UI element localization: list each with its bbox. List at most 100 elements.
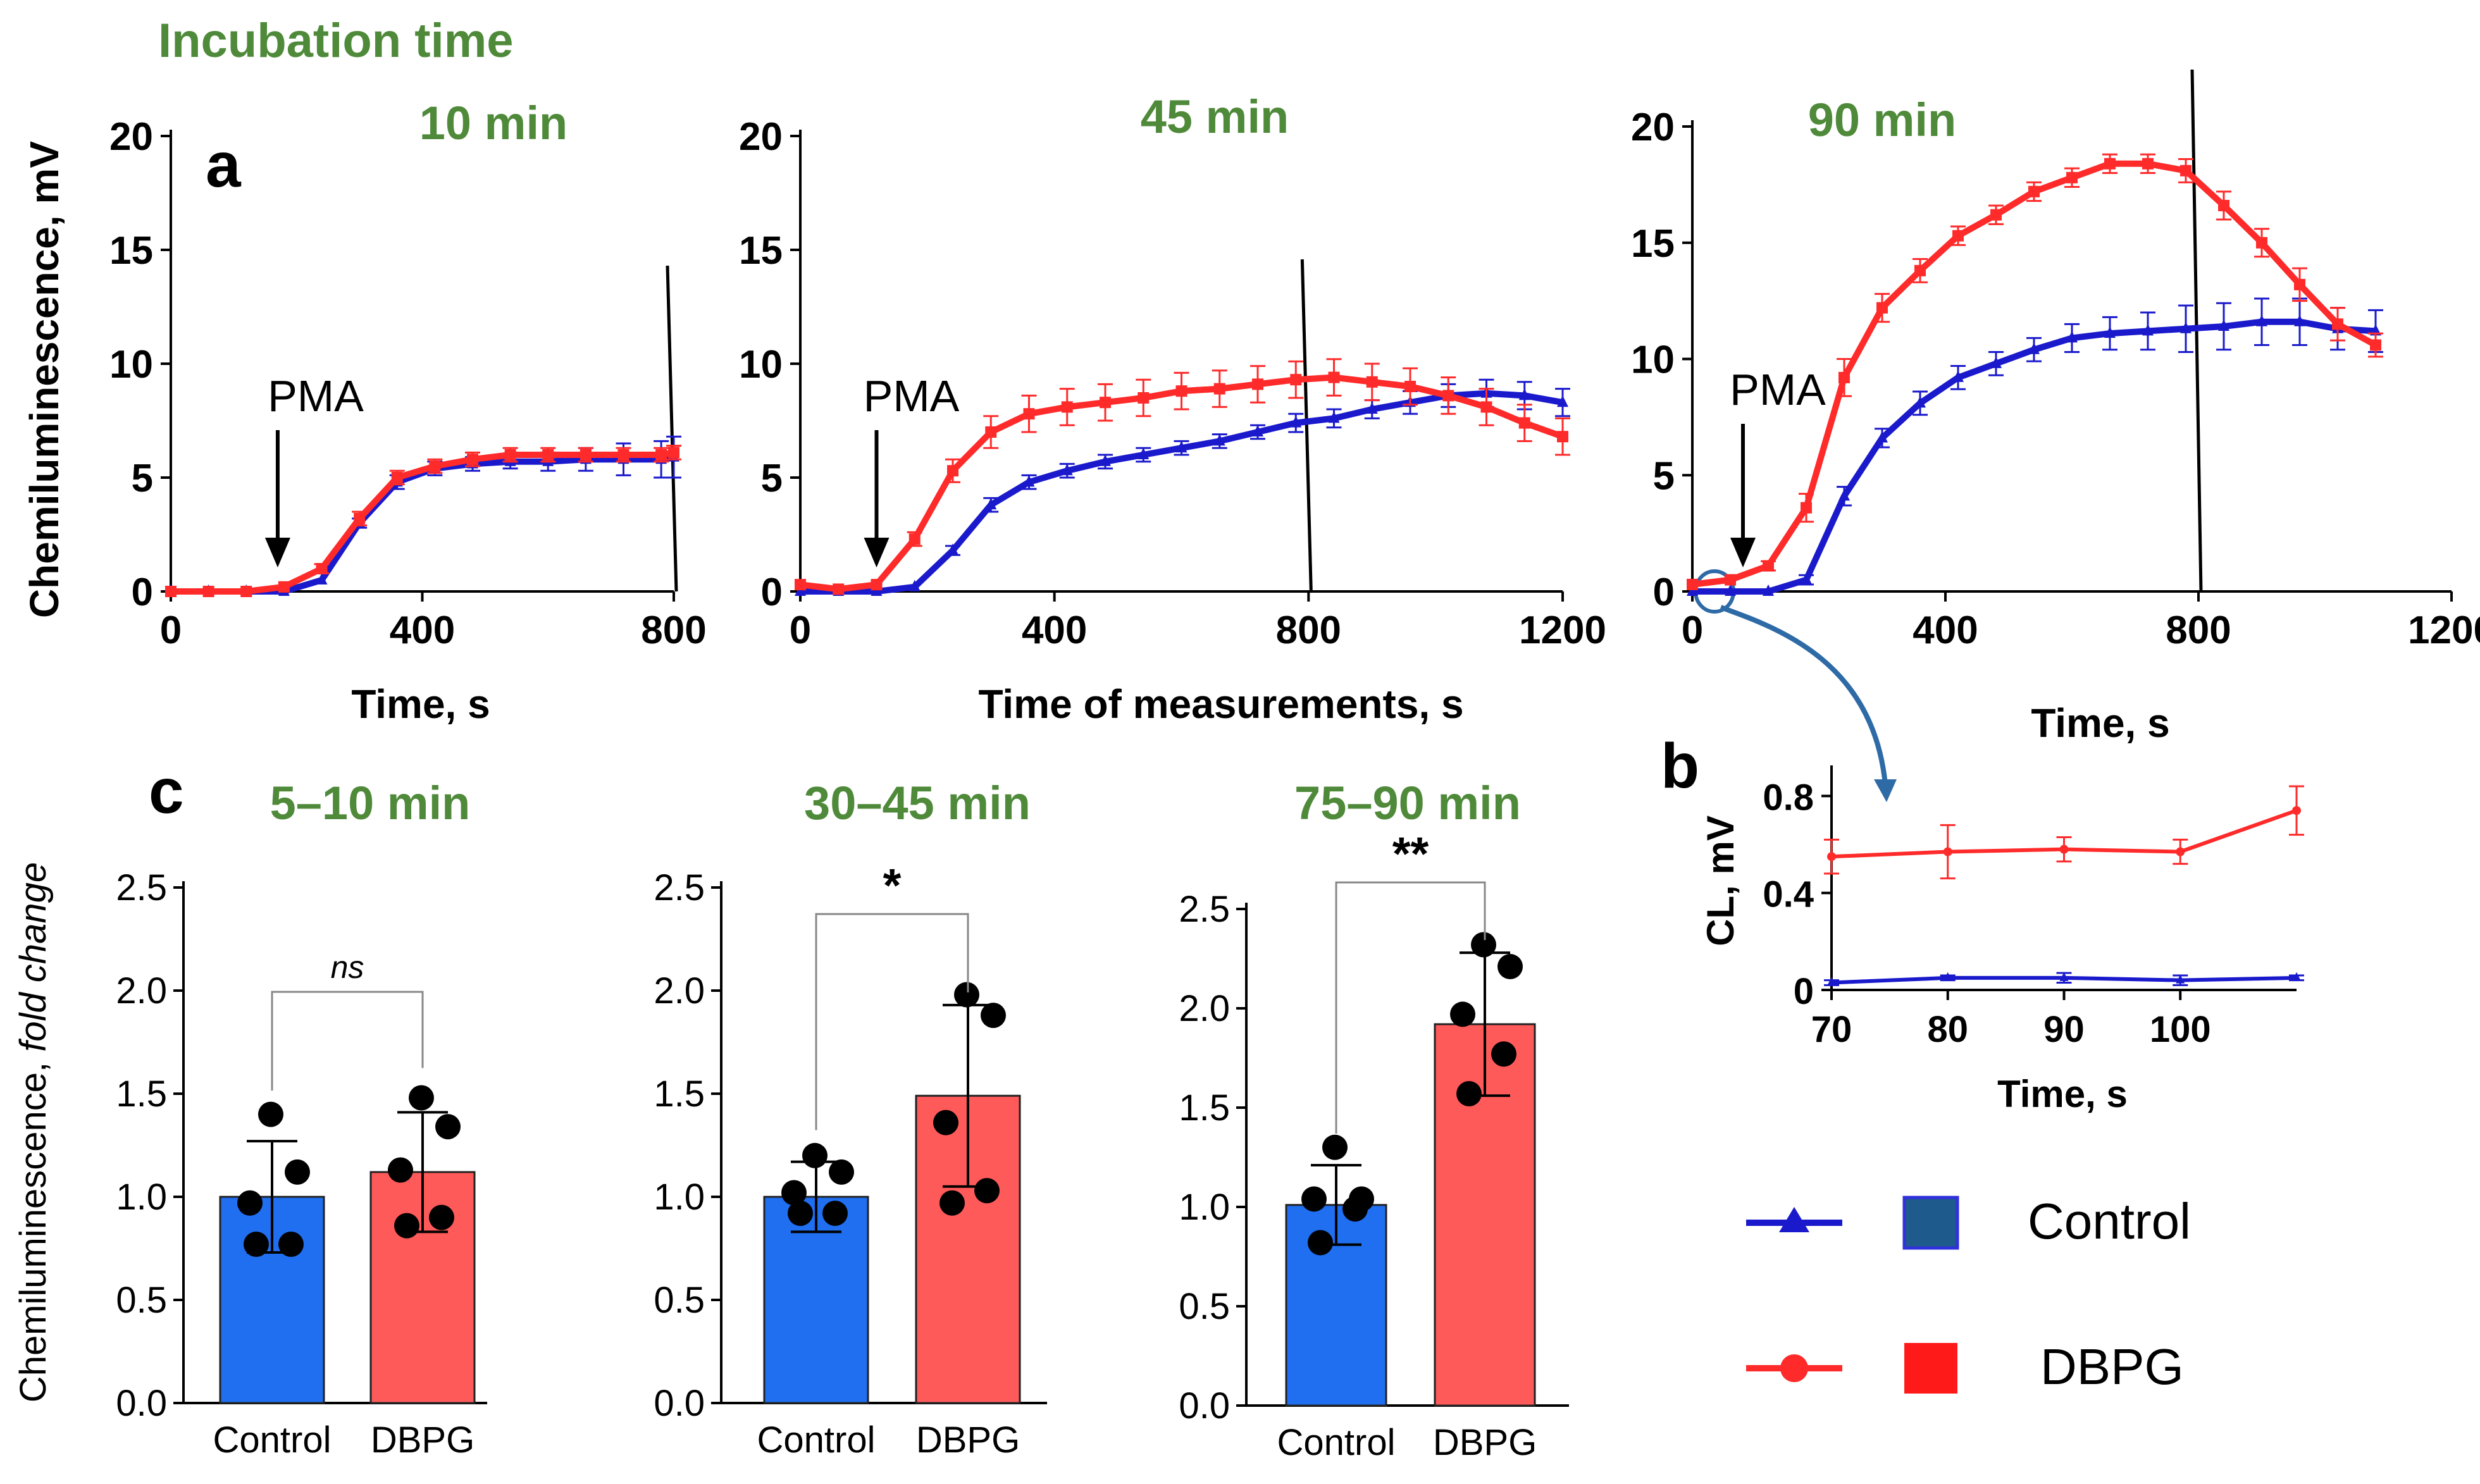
series-control (795, 378, 1570, 596)
data-point (1914, 396, 1926, 408)
data-point (1914, 264, 1926, 276)
data-point (2142, 324, 2154, 336)
chart-title: 30–45 min (804, 777, 1031, 829)
data-point (2176, 847, 2185, 856)
series-control (165, 435, 681, 596)
significance-bracket (271, 991, 424, 1091)
data-point (542, 449, 554, 461)
x-tick-label: DBPG (916, 1419, 1020, 1461)
data-point (1725, 574, 1736, 586)
y-tick-label: 1.0 (654, 1177, 705, 1218)
x-tick-label: 400 (390, 609, 455, 652)
data-point (1252, 378, 1263, 390)
data-point (435, 1114, 461, 1140)
marker-vline (1300, 259, 1313, 592)
data-point (1518, 388, 1530, 400)
y-tick-label: 15 (739, 229, 783, 273)
y-tick-label: 10 (1631, 338, 1675, 382)
data-point (2218, 319, 2229, 331)
data-point (2066, 171, 2078, 183)
data-point (954, 982, 979, 1008)
data-point (285, 1159, 310, 1185)
pma-arrow-head (1730, 538, 1756, 567)
data-point (947, 465, 958, 477)
data-point (2218, 199, 2229, 211)
data-point (1328, 411, 1340, 423)
pma-arrow-head (864, 538, 890, 567)
legend-control-marker (1779, 1207, 1809, 1232)
data-point (2142, 158, 2154, 170)
data-point (1838, 489, 1850, 501)
legend-item-dbpg: DBPG (1746, 1339, 2184, 1395)
data-point (1801, 502, 1812, 514)
significance-label: * (883, 859, 902, 912)
data-point (244, 1231, 269, 1257)
x-tick-label: Control (213, 1419, 332, 1461)
data-point (1456, 1081, 1482, 1107)
data-point (1763, 560, 1774, 572)
data-point (388, 1157, 413, 1183)
data-point (788, 1201, 813, 1227)
x-tick-label: 400 (1913, 609, 1978, 652)
y-axis-label: CL, mV (1699, 815, 1742, 946)
x-tick-label: 400 (1022, 609, 1087, 652)
data-point (802, 1142, 828, 1168)
data-point (933, 1110, 958, 1135)
chart-a-10min: 0 5 10 15 20 0 400 800 10 min Time, s PMA (109, 97, 707, 727)
y-tick-label: 20 (109, 115, 153, 159)
data-point (1366, 376, 1378, 388)
x-axis-label: Time, s (2031, 700, 2169, 746)
series-dbpg (165, 445, 681, 597)
data-point (1138, 392, 1150, 404)
y-tick-label: 0.0 (1179, 1385, 1230, 1426)
panel-c-label: c (149, 756, 184, 827)
y-tick-label: 15 (1631, 222, 1675, 266)
data-point (1990, 209, 2002, 221)
legend-control-label: Control (2028, 1193, 2191, 1249)
data-point (1301, 1186, 1327, 1212)
x-axis-label: Time, s (351, 681, 490, 727)
y-tick-label: 0 (1794, 971, 1814, 1012)
y-tick-label: 0.0 (654, 1383, 705, 1424)
data-point (429, 1204, 454, 1230)
data-point (1557, 395, 1568, 407)
data-point (1838, 371, 1850, 383)
pma-label: PMA (1730, 365, 1826, 414)
data-point (939, 1190, 965, 1216)
significance-label: ns (331, 949, 364, 985)
legend-dbpg-label: DBPG (2040, 1339, 2184, 1395)
y-tick-label: 0.5 (654, 1280, 705, 1321)
legend-control-swatch (1902, 1196, 1959, 1250)
series-dbpg (1687, 153, 2383, 590)
data-point (1442, 390, 1454, 402)
x-tick-label: 90 (2043, 1009, 2085, 1050)
data-point (354, 512, 366, 524)
data-point (2180, 164, 2192, 176)
x-tick-label: DBPG (371, 1419, 474, 1461)
data-point (2370, 339, 2381, 351)
data-point (1308, 1230, 1333, 1256)
data-point (1213, 434, 1225, 446)
data-point (2180, 321, 2192, 333)
data-point (1404, 381, 1416, 392)
panel-b-label: b (1661, 731, 1699, 801)
data-point (2294, 278, 2305, 290)
x-tick-label: 800 (2166, 609, 2231, 652)
legend: Control DBPG (1746, 1193, 2191, 1395)
y-tick-label: 10 (739, 343, 783, 386)
data-point (1100, 454, 1111, 466)
data-point (467, 454, 478, 466)
x-tick-label: 80 (1927, 1009, 1968, 1050)
y-tick-label: 0.5 (116, 1280, 167, 1321)
marker-vline (666, 265, 678, 592)
data-point (2104, 158, 2116, 170)
data-point (391, 472, 403, 483)
data-point (429, 461, 441, 472)
y-tick-label: 2.0 (1179, 988, 1230, 1029)
y-tick-label: 5 (1653, 454, 1675, 498)
data-point (258, 1101, 283, 1127)
y-tick-label: 1.0 (1179, 1187, 1230, 1228)
data-point (1952, 230, 1964, 242)
data-point (2028, 185, 2040, 197)
